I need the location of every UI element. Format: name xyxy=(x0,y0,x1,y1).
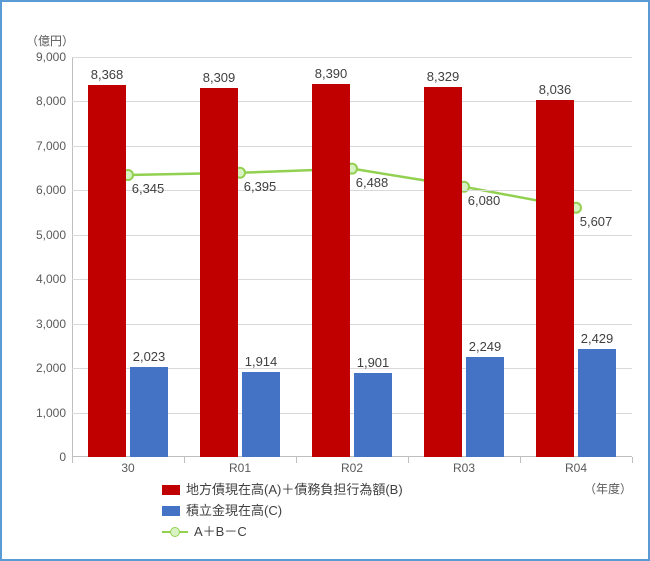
bar-value-label: 2,249 xyxy=(469,339,502,354)
x-tick-label: R04 xyxy=(565,457,587,475)
y-tick-label: 2,000 xyxy=(36,361,72,375)
bar-series-a xyxy=(200,88,238,457)
y-tick-label: 9,000 xyxy=(36,50,72,64)
y-tick-label: 8,000 xyxy=(36,94,72,108)
bar-value-label: 2,429 xyxy=(581,331,614,346)
chart-container: （億円） （年度） 01,0002,0003,0004,0005,0006,00… xyxy=(0,0,650,561)
legend-item: 積立金現在高(C) xyxy=(162,501,403,522)
line-value-label: 5,607 xyxy=(580,214,613,229)
y-axis-unit: （億円） xyxy=(26,32,74,49)
line-value-label: 6,488 xyxy=(356,175,389,190)
x-tick-label: R01 xyxy=(229,457,251,475)
bar-value-label: 1,901 xyxy=(357,355,390,370)
bar-value-label: 8,036 xyxy=(539,82,572,97)
bar-series-c xyxy=(354,373,392,457)
y-tick-label: 3,000 xyxy=(36,317,72,331)
bar-series-a xyxy=(312,84,350,457)
y-tick-label: 1,000 xyxy=(36,406,72,420)
x-axis-unit: （年度） xyxy=(584,480,632,497)
bar-value-label: 8,368 xyxy=(91,67,124,82)
bar-value-label: 1,914 xyxy=(245,354,278,369)
bar-value-label: 8,329 xyxy=(427,69,460,84)
y-tick-label: 4,000 xyxy=(36,272,72,286)
legend-swatch xyxy=(162,506,180,516)
legend-swatch-line xyxy=(162,525,188,539)
y-tick-label: 6,000 xyxy=(36,183,72,197)
y-tick-label: 7,000 xyxy=(36,139,72,153)
legend-item: A＋B－C xyxy=(162,522,403,543)
line-value-label: 6,080 xyxy=(468,193,501,208)
bar-series-a xyxy=(88,85,126,457)
bar-series-a xyxy=(536,100,574,457)
legend-swatch xyxy=(162,485,180,495)
bar-series-c xyxy=(578,349,616,457)
line-value-label: 6,395 xyxy=(244,179,277,194)
x-major-tick xyxy=(632,457,633,463)
bar-value-label: 8,390 xyxy=(315,66,348,81)
plot-area: 01,0002,0003,0004,0005,0006,0007,0008,00… xyxy=(72,57,632,457)
x-tick-label: R03 xyxy=(453,457,475,475)
x-tick-label: R02 xyxy=(341,457,363,475)
x-tick-label: 30 xyxy=(121,457,134,475)
bar-value-label: 2,023 xyxy=(133,349,166,364)
line-value-label: 6,345 xyxy=(132,181,165,196)
bar-series-a xyxy=(424,87,462,457)
legend-label: 積立金現在高(C) xyxy=(186,501,282,522)
x-major-tick xyxy=(408,457,409,463)
bar-series-c xyxy=(130,367,168,457)
y-tick-label: 5,000 xyxy=(36,228,72,242)
legend-label: 地方債現在高(A)＋債務負担行為額(B) xyxy=(186,480,403,501)
legend: 地方債現在高(A)＋債務負担行為額(B)積立金現在高(C)A＋B－C xyxy=(162,480,403,542)
x-major-tick xyxy=(184,457,185,463)
bar-series-c xyxy=(242,372,280,457)
x-major-tick xyxy=(296,457,297,463)
legend-item: 地方債現在高(A)＋債務負担行為額(B) xyxy=(162,480,403,501)
bar-value-label: 8,309 xyxy=(203,70,236,85)
x-major-tick xyxy=(520,457,521,463)
x-major-tick xyxy=(72,457,73,463)
legend-label: A＋B－C xyxy=(194,522,247,543)
gridline xyxy=(72,57,632,58)
y-tick-label: 0 xyxy=(59,450,72,464)
bar-series-c xyxy=(466,357,504,457)
